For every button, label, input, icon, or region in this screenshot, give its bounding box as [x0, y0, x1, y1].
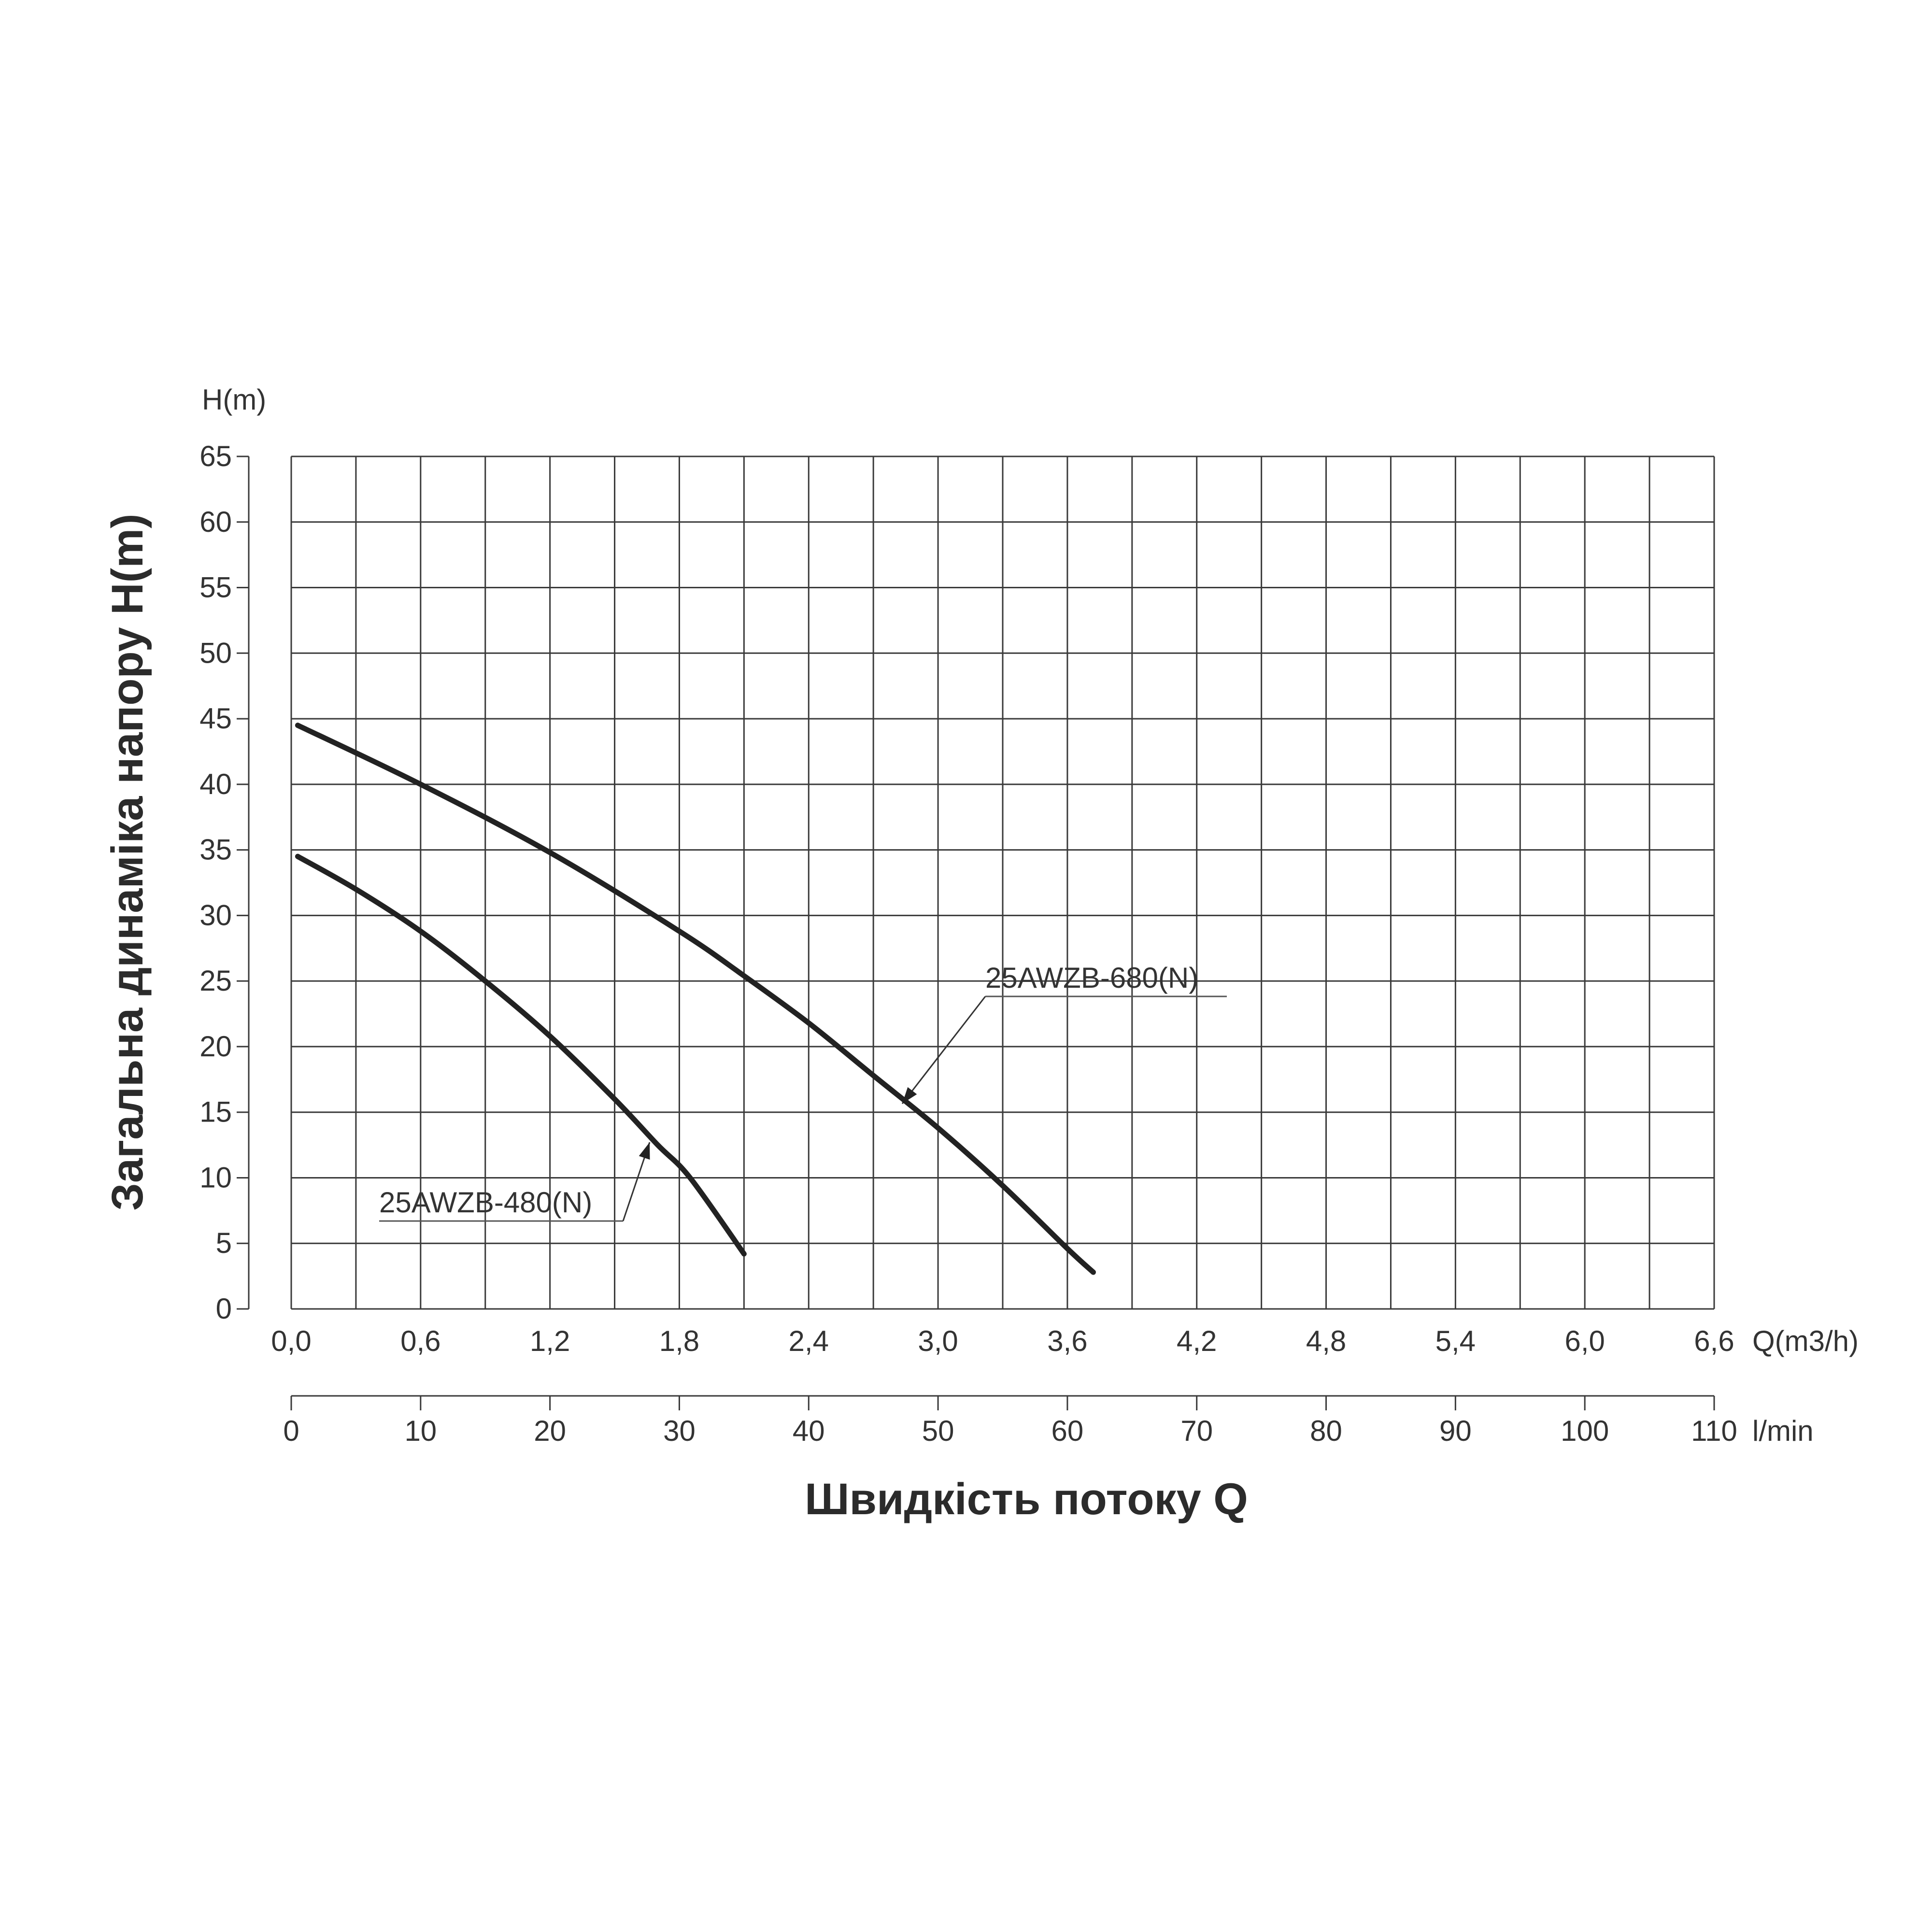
x-tick-label: 4,8	[1306, 1325, 1346, 1357]
y-tick-label: 45	[199, 702, 232, 735]
x2-unit-label: l/min	[1752, 1415, 1814, 1447]
y-tick-label: 5	[216, 1227, 232, 1259]
x-tick-label: 2,4	[789, 1325, 829, 1357]
x-tick-label: 0,0	[271, 1325, 311, 1357]
x-tick-label: 1,8	[659, 1325, 699, 1357]
x-tick-label: 6,6	[1694, 1325, 1734, 1357]
series-label-1: 25AWZB-480(N)	[379, 1186, 592, 1219]
y-tick-label: 15	[199, 1096, 232, 1128]
x-tick-label: 0,6	[400, 1325, 440, 1357]
x-tick-label: 5,4	[1435, 1325, 1476, 1357]
y-axis-title: Загальна динаміка напору H(m)	[103, 513, 152, 1210]
y-tick-label: 55	[199, 571, 232, 604]
y-tick-label: 40	[199, 768, 232, 800]
x-tick-label: 3,6	[1047, 1325, 1087, 1357]
y-tick-label: 30	[199, 899, 232, 931]
x-tick-label: 3,0	[918, 1325, 958, 1357]
x-axis-title: Швидкість потоку Q	[805, 1475, 1248, 1524]
series-lines	[295, 723, 1096, 1275]
y-tick-label: 20	[199, 1030, 232, 1063]
y-tick-label: 50	[199, 637, 232, 669]
y-tick-label: 60	[199, 506, 232, 538]
x-tick-label: 1,2	[530, 1325, 570, 1357]
x2-tick-label: 90	[1439, 1415, 1472, 1447]
x2-tick-label: 60	[1051, 1415, 1084, 1447]
series-line-2	[295, 723, 1096, 1275]
x2-tick-label: 40	[793, 1415, 825, 1447]
x2-tick-label: 110	[1691, 1415, 1737, 1447]
y-tick-label: 65	[199, 440, 232, 472]
axes: 0 5 10 15 20 25 30 35 40 45 50 55 60 65 0,0 0,6 1,2 1,8 2,…	[199, 440, 1737, 1447]
y-tick-label: 10	[199, 1161, 232, 1193]
y-tick-label: 35	[199, 834, 232, 866]
x2-tick-label: 80	[1310, 1415, 1342, 1447]
series-line-1	[295, 853, 747, 1257]
series-labels: 25AWZB-480(N) 25AWZB-680(N)	[379, 962, 1227, 1222]
x-tick-label: 4,2	[1177, 1325, 1217, 1357]
leader-line	[901, 996, 986, 1104]
leader-arrowhead	[639, 1142, 650, 1160]
x2-tick-label: 70	[1180, 1415, 1213, 1447]
x2-tick-label: 20	[534, 1415, 566, 1447]
series-label-2: 25AWZB-680(N)	[985, 962, 1198, 994]
x-tick-label: 6,0	[1564, 1325, 1605, 1357]
grid	[290, 455, 1715, 1310]
x2-tick-label: 50	[922, 1415, 954, 1447]
y-tick-label: 25	[199, 965, 232, 997]
x2-tick-label: 0	[283, 1415, 299, 1447]
x2-tick-label: 10	[404, 1415, 437, 1447]
x2-tick-label: 100	[1561, 1415, 1609, 1447]
x-unit-label: Q(m3/h)	[1752, 1325, 1859, 1357]
y-unit-label: H(m)	[202, 384, 266, 416]
x2-tick-label: 30	[663, 1415, 696, 1447]
leader-arrowhead	[902, 1087, 917, 1104]
y-tick-label: 0	[216, 1293, 232, 1325]
